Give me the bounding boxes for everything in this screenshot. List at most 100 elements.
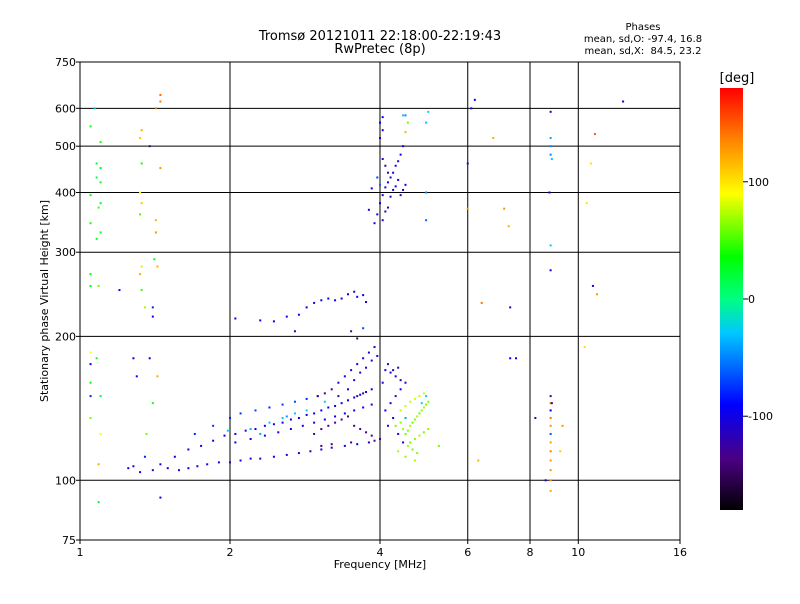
data-point	[95, 176, 98, 179]
data-point	[392, 188, 395, 191]
data-point	[99, 141, 102, 144]
data-point	[402, 145, 405, 148]
data-point	[544, 479, 547, 482]
data-point	[404, 183, 407, 186]
data-point	[229, 416, 231, 419]
gridlines	[80, 62, 680, 540]
data-point	[353, 379, 356, 382]
data-point	[549, 145, 552, 148]
data-point	[334, 421, 337, 424]
data-point	[95, 162, 98, 165]
data-point	[379, 137, 381, 140]
data-point	[409, 441, 412, 444]
data-point	[595, 293, 598, 296]
data-point	[362, 392, 365, 395]
data-point	[97, 501, 100, 504]
data-point	[297, 416, 300, 419]
data-point	[394, 375, 397, 378]
data-point	[234, 441, 237, 444]
data-point	[234, 432, 237, 435]
data-point	[89, 125, 92, 128]
data-point	[356, 395, 359, 398]
data-point	[559, 450, 562, 453]
data-point	[259, 319, 262, 322]
data-point	[549, 110, 552, 113]
data-point	[548, 191, 551, 194]
data-point	[89, 351, 92, 354]
data-point	[330, 446, 333, 449]
data-point	[492, 137, 495, 140]
data-point	[397, 160, 400, 163]
data-point	[549, 424, 552, 427]
data-point	[89, 273, 92, 276]
x-tick-label: 2	[227, 546, 234, 559]
data-point	[420, 409, 423, 412]
data-point	[353, 424, 356, 427]
data-point	[473, 98, 476, 101]
data-point	[229, 461, 231, 464]
data-point	[95, 237, 98, 240]
x-axis-label: Frequency [MHz]	[334, 558, 426, 571]
data-point	[384, 164, 387, 167]
data-point	[549, 441, 552, 444]
data-point	[389, 402, 392, 405]
data-point	[389, 195, 392, 198]
data-point	[399, 409, 402, 412]
data-point	[281, 416, 284, 419]
data-point	[99, 432, 102, 435]
data-point	[392, 171, 395, 174]
data-point	[509, 357, 512, 360]
data-point	[340, 418, 343, 421]
data-point	[399, 194, 402, 197]
y-axis-label: Stationary phase Virtual Height [km]	[38, 200, 51, 402]
data-point	[89, 222, 92, 225]
data-point	[420, 402, 423, 405]
data-point	[259, 457, 262, 460]
data-point	[320, 299, 323, 302]
data-point	[151, 402, 154, 405]
data-point	[159, 496, 162, 499]
data-point	[381, 194, 384, 197]
data-point	[154, 219, 157, 222]
data-point	[583, 346, 586, 349]
data-point	[394, 164, 397, 167]
data-point	[212, 424, 215, 427]
data-point	[392, 416, 395, 419]
info-line-o: mean, sd,O: -97.4, 16.8	[584, 34, 702, 45]
data-point	[301, 424, 304, 427]
data-point	[549, 416, 552, 419]
data-point	[140, 202, 143, 205]
data-point	[313, 432, 316, 435]
data-point	[177, 469, 180, 472]
data-point	[337, 395, 340, 398]
data-point	[397, 432, 400, 435]
data-point	[268, 406, 271, 409]
data-point	[320, 428, 323, 431]
data-point	[589, 162, 592, 165]
data-point	[386, 363, 389, 366]
colorbar-tick-label: -100	[748, 410, 773, 423]
data-point	[362, 327, 365, 330]
data-point	[153, 258, 156, 261]
data-point	[99, 395, 102, 398]
data-point	[212, 439, 215, 442]
data-point	[373, 439, 376, 442]
data-point	[166, 467, 169, 470]
data-point	[404, 114, 407, 117]
data-point	[418, 434, 421, 437]
data-point	[139, 137, 142, 140]
data-point	[413, 397, 416, 400]
data-point	[305, 413, 308, 416]
data-point	[381, 116, 384, 119]
data-point	[118, 289, 121, 292]
colorbar-tick-label: 100	[748, 176, 769, 189]
data-point	[132, 465, 135, 468]
data-point	[470, 107, 473, 110]
data-point	[409, 400, 412, 403]
data-point	[330, 443, 333, 446]
data-point	[139, 191, 142, 194]
data-point	[93, 107, 96, 110]
data-point	[427, 110, 430, 113]
data-point	[356, 295, 359, 298]
data-point	[346, 388, 349, 391]
